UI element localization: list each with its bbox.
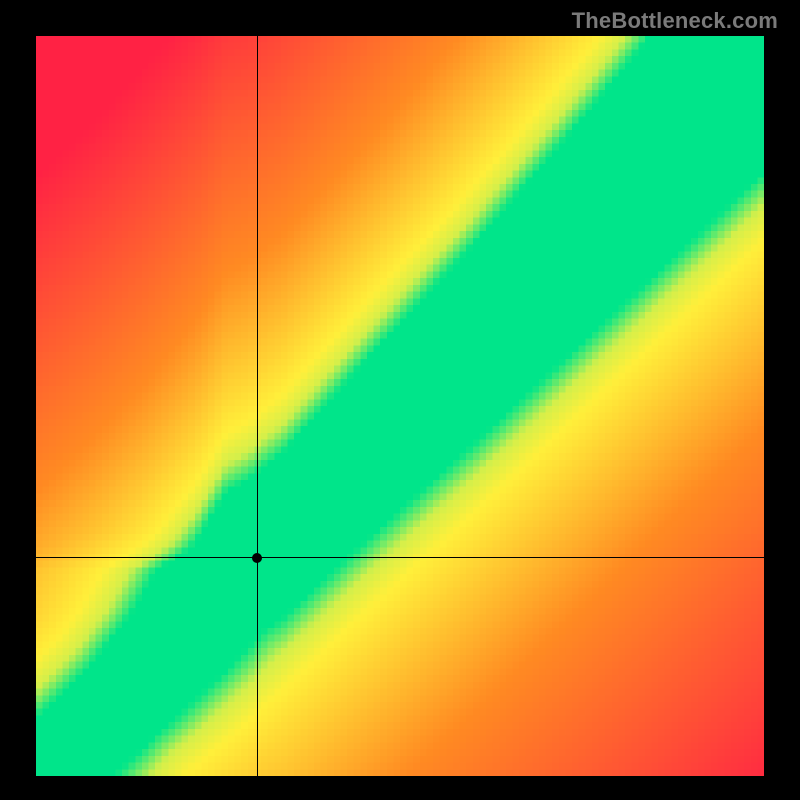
heatmap-canvas [36, 36, 764, 776]
watermark: TheBottleneck.com [572, 8, 778, 34]
crosshair-vertical [257, 36, 258, 776]
crosshair-horizontal [36, 557, 764, 558]
crosshair-marker [252, 553, 262, 563]
bottleneck-heatmap [36, 36, 764, 776]
